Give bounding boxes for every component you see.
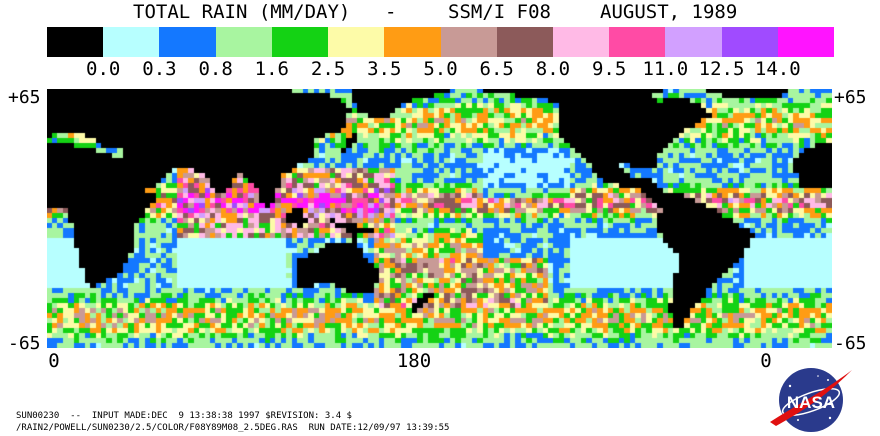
color-legend [47, 27, 835, 57]
legend-label: 11.0 [642, 58, 689, 80]
logo-wordmark: NASA [787, 393, 835, 412]
legend-swatch [440, 27, 497, 57]
legend-label: 0.0 [86, 58, 121, 80]
legend-label: 12.5 [698, 58, 745, 80]
legend-label: 0.3 [142, 58, 177, 80]
legend-swatch [47, 27, 104, 57]
legend-swatch [552, 27, 610, 57]
lat-label-top-left: +65 [8, 87, 41, 108]
legend-swatch [384, 27, 441, 57]
lat-label-bottom-left: -65 [8, 333, 41, 354]
legend-label: 0.8 [198, 58, 233, 80]
legend-swatch [271, 27, 329, 57]
legend-label: 14.0 [754, 58, 801, 80]
legend-label: 9.5 [591, 58, 627, 80]
legend-swatch [159, 27, 216, 57]
legend-label: 1.6 [254, 58, 290, 80]
legend-label: 6.5 [479, 58, 514, 80]
logo-swoosh [770, 370, 852, 426]
nasa-logo: NASA [770, 368, 852, 432]
lon-label-right: 0 [760, 350, 772, 372]
legend-swatch [665, 27, 722, 57]
map-title: TOTAL RAIN (MM/DAY) - SSM/I F08 AUGUST, … [0, 0, 880, 24]
legend-swatch [609, 27, 666, 57]
title-separator: - [385, 1, 397, 23]
lat-label-bottom-right: -65 [834, 333, 867, 354]
legend-swatch [215, 27, 272, 57]
legend-swatch [328, 27, 385, 57]
legend-label: 5.0 [423, 58, 458, 80]
legend-label: 2.5 [310, 58, 346, 80]
footer-line-1: SUN00230 -- INPUT MADE:DEC 9 13:38:38 19… [16, 411, 352, 421]
lon-label-middle: 180 [396, 350, 432, 372]
title-date: AUGUST, 1989 [600, 1, 738, 23]
title-variable: TOTAL RAIN (MM/DAY) [133, 1, 351, 23]
footer-line-2: /RAIN2/POWELL/SUN0230/2.5/COLOR/F08Y89M0… [16, 423, 450, 433]
legend-swatch [721, 27, 778, 57]
rainfall-map [47, 89, 832, 348]
legend-labels: 0.0 0.3 0.8 1.6 2.5 3.5 5.0 6.5 8.0 9.5 11.0 12.5 14… [47, 58, 834, 82]
title-sensor: SSM/I F08 [448, 1, 551, 23]
lon-label-left: 0 [48, 350, 60, 372]
lat-label-top-right: +65 [834, 87, 867, 108]
legend-swatch [496, 27, 553, 57]
legend-swatch [777, 27, 835, 57]
legend-label: 3.5 [367, 58, 402, 80]
legend-swatch [103, 27, 160, 57]
legend-label: 8.0 [535, 58, 571, 80]
